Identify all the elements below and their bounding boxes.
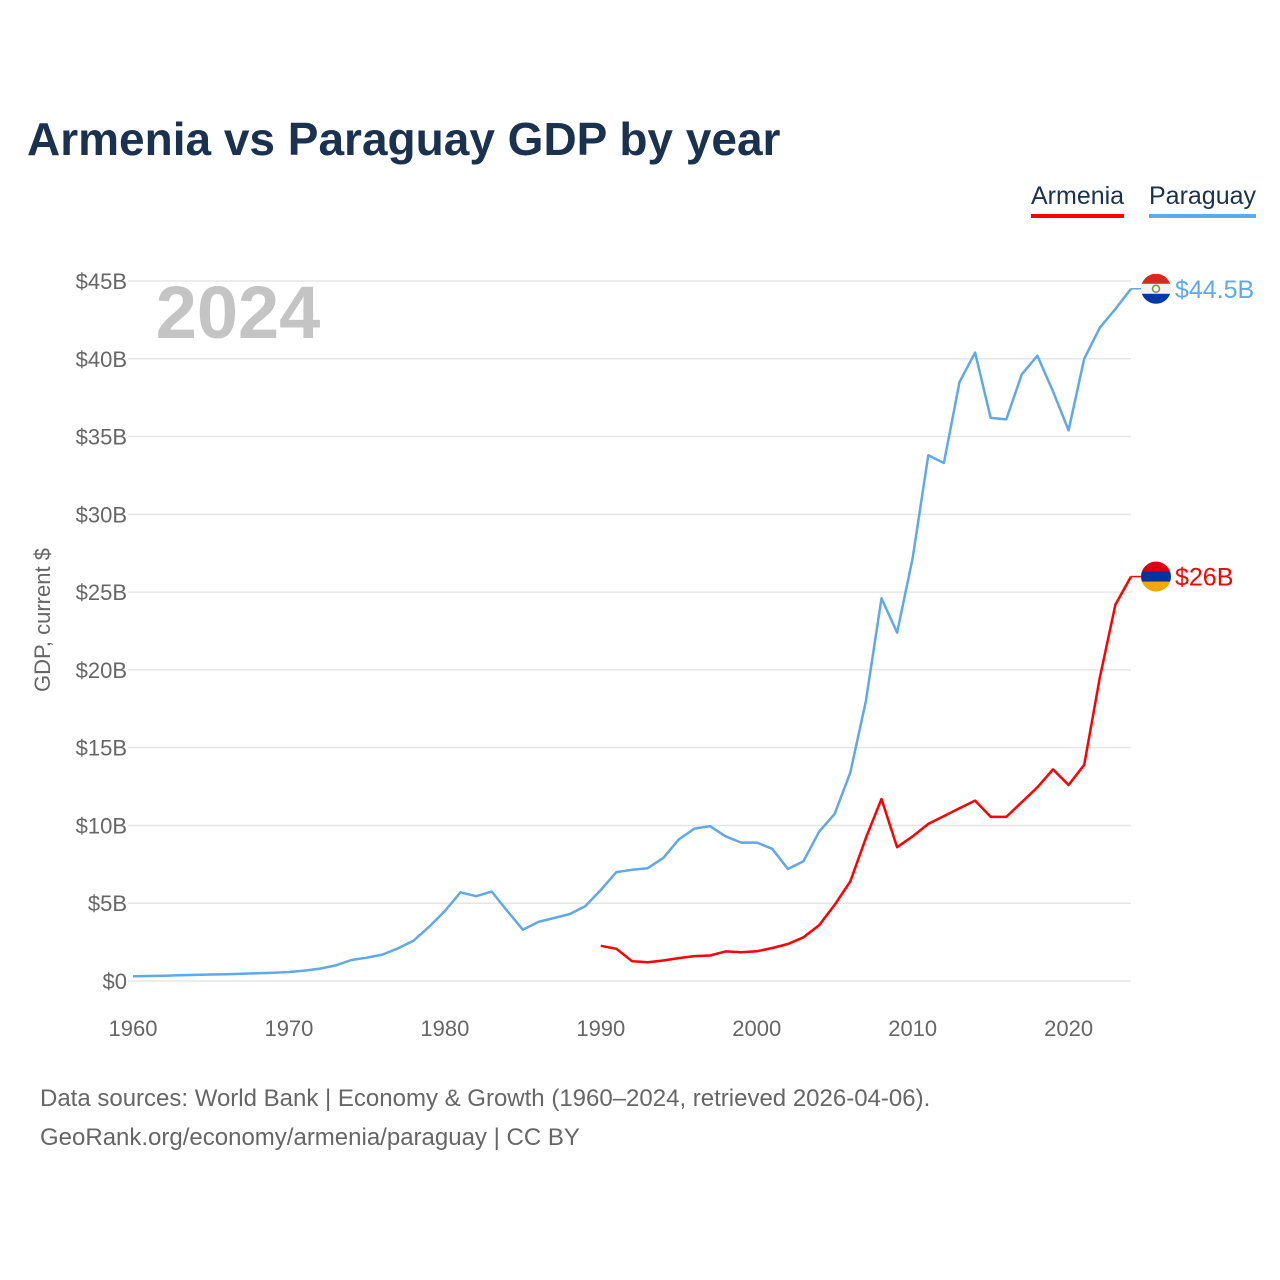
flag-stripe [1141, 273, 1171, 285]
y-tick-label: $35B [76, 425, 127, 450]
y-tick-label: $25B [76, 580, 127, 605]
flag-armenia-icon [1141, 561, 1171, 592]
legend-armenia[interactable]: Armenia [1031, 182, 1125, 218]
y-tick-label: $40B [76, 347, 127, 372]
y-tick-label: $5B [88, 891, 127, 916]
y-axis-label: GDP, current $ [30, 548, 55, 692]
x-tick-label: 2020 [1044, 1016, 1093, 1041]
year-watermark: 2024 [156, 271, 321, 354]
flag-stripe [1141, 283, 1171, 295]
y-tick-label: $15B [76, 736, 127, 761]
series-line-paraguay [132, 288, 1132, 978]
y-tick-label: $20B [76, 658, 127, 683]
end-value-label: $26B [1175, 564, 1233, 592]
flag-stripe [1141, 581, 1171, 592]
y-tick-label: $45B [76, 269, 127, 294]
source-line: Data sources: World Bank | Economy & Gro… [40, 1085, 931, 1112]
end-value-label: $44.5B [1175, 276, 1254, 304]
x-tick-label: 1980 [420, 1016, 469, 1041]
y-tick-label: $30B [76, 502, 127, 527]
flag-stripe [1141, 561, 1171, 573]
flag-emblem [1151, 284, 1161, 294]
flag-stripe [1141, 293, 1171, 304]
x-tick-label: 1970 [264, 1016, 313, 1041]
flag-stripe [1141, 571, 1171, 583]
series-line-armenia [600, 575, 1133, 964]
y-tick-label: $10B [76, 813, 127, 838]
x-tick-label: 2000 [732, 1016, 781, 1041]
x-tick-label: 1990 [576, 1016, 625, 1041]
x-tick-label: 1960 [109, 1016, 158, 1041]
y-tick-label: $0 [103, 969, 127, 994]
legend-paraguay[interactable]: Paraguay [1149, 182, 1257, 218]
x-tick-label: 2010 [888, 1016, 937, 1041]
attribution-line[interactable]: GeoRank.org/economy/armenia/paraguay | C… [40, 1124, 580, 1151]
chart-title: Armenia vs Paraguay GDP by year [27, 113, 781, 165]
flag-paraguay-icon [1141, 273, 1171, 304]
